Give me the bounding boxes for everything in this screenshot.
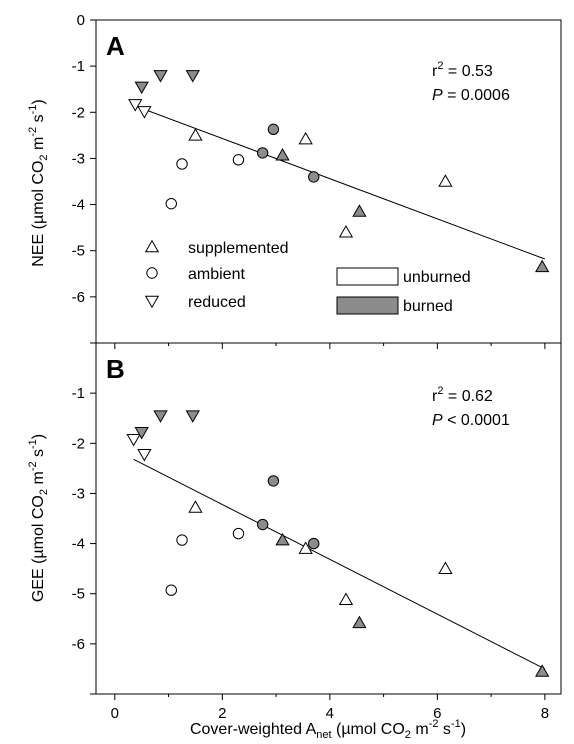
data-point-supplemented-burned bbox=[352, 615, 367, 629]
y-tick-label: -1 bbox=[72, 385, 85, 402]
data-point-supplemented-burned bbox=[535, 259, 550, 273]
data-point-supplemented-unburned bbox=[298, 541, 313, 554]
data-point-ambient-unburned bbox=[176, 158, 188, 170]
data-points-a bbox=[128, 70, 550, 273]
x-tick-label: 0 bbox=[111, 705, 119, 722]
data-point-ambient-burned bbox=[256, 518, 269, 531]
data-point-ambient-unburned bbox=[165, 584, 177, 596]
x-tick-label: 2 bbox=[218, 705, 226, 722]
data-point-supplemented-unburned bbox=[338, 592, 354, 606]
data-point-ambient-unburned bbox=[165, 197, 177, 210]
data-point-ambient-unburned bbox=[232, 154, 245, 166]
data-point-reduced-burned bbox=[185, 70, 200, 83]
data-point-ambient-burned bbox=[308, 537, 320, 550]
data-point-ambient-burned bbox=[267, 475, 280, 487]
data-point-reduced-burned bbox=[153, 410, 168, 423]
data-point-reduced-burned bbox=[134, 426, 149, 440]
y-tick-label: -6 bbox=[72, 289, 85, 306]
x-axis-b: 0 2 4 6 8 bbox=[111, 694, 549, 722]
data-point-reduced-unburned bbox=[126, 433, 141, 447]
y-tick-label: -2 bbox=[72, 435, 85, 452]
y-tick-label: -6 bbox=[72, 636, 85, 653]
panel-b: -1 -2 -3 -4 -5 -6 0 2 4 6 8 B r2 = 0.62 P < 0.000… bbox=[27, 342, 562, 722]
data-point-supplemented-unburned bbox=[438, 174, 453, 187]
p-stat-b: P < 0.0001 bbox=[432, 412, 510, 429]
legend-marker-reduced bbox=[144, 295, 160, 309]
y-tick-label: -4 bbox=[72, 197, 85, 214]
y-tick-label: -4 bbox=[72, 536, 85, 553]
data-point-reduced-unburned bbox=[137, 106, 152, 119]
data-point-supplemented-burned bbox=[275, 147, 290, 161]
legend-label-burned: burned bbox=[403, 298, 453, 315]
data-point-reduced-burned bbox=[185, 410, 200, 423]
legend-label-supplemented: supplemented bbox=[188, 240, 289, 257]
data-points-b bbox=[126, 410, 550, 677]
y-axis-b: -1 -2 -3 -4 -5 -6 bbox=[72, 342, 96, 695]
regression-line-b bbox=[133, 458, 546, 670]
y-axis-title-a: NEE (µmol CO2 m-2 s-1) bbox=[27, 99, 50, 266]
regression-line-a bbox=[133, 104, 546, 260]
r2-stat-b: r2 = 0.62 bbox=[432, 385, 493, 405]
y-axis-title-b: GEE (µmol CO2 m-2 s-1) bbox=[27, 434, 50, 602]
legend-label-reduced: reduced bbox=[188, 294, 246, 311]
y-tick-label: -5 bbox=[72, 586, 85, 603]
y-tick-label: -3 bbox=[72, 150, 85, 167]
data-point-supplemented-unburned bbox=[298, 131, 313, 145]
x-tick-label: 4 bbox=[326, 705, 334, 722]
x-ticks-a bbox=[114, 343, 546, 349]
y-axis-a: 0 -1 -2 -3 -4 -5 -6 bbox=[72, 12, 96, 344]
panel-a: 0 -1 -2 -3 -4 -5 -6 A r2 = 0.53 P = 0.0006 NEE… bbox=[27, 12, 562, 349]
data-point-ambient-unburned bbox=[176, 534, 188, 546]
legend-label-ambient: ambient bbox=[188, 266, 245, 283]
legend: supplemented ambient reduced unburned burned bbox=[144, 239, 471, 315]
data-point-reduced-burned bbox=[134, 81, 149, 95]
data-point-ambient-unburned bbox=[232, 527, 245, 540]
x-tick-label: 6 bbox=[433, 705, 441, 722]
data-point-reduced-burned bbox=[153, 70, 168, 83]
data-point-supplemented-unburned bbox=[338, 225, 354, 238]
y-tick-label: -5 bbox=[72, 243, 85, 260]
panel-label-b: B bbox=[106, 354, 125, 384]
data-point-supplemented-unburned bbox=[188, 500, 203, 513]
data-point-reduced-unburned bbox=[137, 449, 152, 462]
y-tick-label: 0 bbox=[77, 12, 85, 29]
data-point-reduced-unburned bbox=[128, 99, 143, 112]
legend-swatch-unburned bbox=[336, 267, 399, 286]
legend-swatch-burned bbox=[336, 296, 399, 315]
data-point-ambient-burned bbox=[308, 171, 320, 183]
y-tick-label: -3 bbox=[72, 485, 85, 502]
y-tick-label: -2 bbox=[72, 104, 85, 121]
data-point-ambient-burned bbox=[267, 123, 280, 136]
data-point-supplemented-unburned bbox=[188, 128, 203, 141]
data-point-supplemented-burned bbox=[535, 664, 550, 677]
y-tick-label: -1 bbox=[72, 58, 85, 75]
r2-stat-a: r2 = 0.53 bbox=[432, 60, 493, 80]
x-tick-label: 8 bbox=[541, 705, 549, 722]
x-axis-title: Cover-weighted Anet (µmol CO2 m-2 s-1) bbox=[190, 718, 466, 741]
panel-label-a: A bbox=[106, 31, 125, 61]
legend-marker-ambient bbox=[146, 267, 158, 279]
plot-frame-b bbox=[95, 342, 562, 695]
data-point-ambient-burned bbox=[256, 147, 269, 159]
data-point-supplemented-burned bbox=[352, 204, 367, 217]
data-point-supplemented-unburned bbox=[438, 561, 453, 574]
data-point-supplemented-burned bbox=[275, 532, 290, 546]
legend-marker-supplemented bbox=[144, 239, 160, 253]
p-stat-a: P = 0.0006 bbox=[432, 87, 510, 104]
legend-label-unburned: unburned bbox=[403, 269, 471, 286]
